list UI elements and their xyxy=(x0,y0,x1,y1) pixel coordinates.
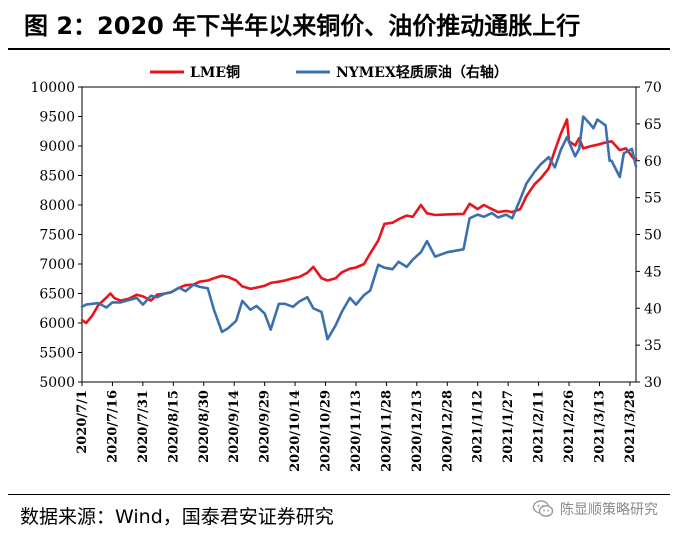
title-rule xyxy=(8,48,670,50)
x-tick-label: 2021/3/28 xyxy=(623,390,638,463)
y-right-tick-label: 65 xyxy=(644,117,662,133)
x-tick-label: 2020/11/13 xyxy=(349,390,364,472)
x-tick-label: 2020/8/30 xyxy=(197,390,212,463)
y-left-tick-label: 7500 xyxy=(39,228,75,244)
chart-area: 5000 5500 6000 6500 7000 7500 8000 8500 9000 9500… xyxy=(0,54,678,494)
watermark: 陈显顺策略研究 xyxy=(532,498,658,520)
y-right-tick-label: 70 xyxy=(644,80,662,96)
x-tick-label: 2021/2/26 xyxy=(562,390,577,463)
source-note: 数据来源：Wind，国泰君安证券研究 xyxy=(20,506,334,528)
x-tick-label: 2021/3/13 xyxy=(592,390,607,463)
y-left-tick-label: 5000 xyxy=(39,375,75,391)
y-right-tick-label: 35 xyxy=(644,338,662,354)
figure-title: 图 2：2020 年下半年以来铜价、油价推动通胀上行 xyxy=(24,12,581,40)
x-tick-label: 2020/7/1 xyxy=(75,390,90,454)
x-tick-label: 2021/1/27 xyxy=(501,390,516,463)
legend-lme-label: LME铜 xyxy=(190,64,240,81)
x-tick-label: 2021/2/11 xyxy=(532,390,547,463)
x-tick-label: 2020/9/14 xyxy=(227,390,242,463)
y-left-tick-label: 9000 xyxy=(39,139,75,155)
y-left-tick-label: 8500 xyxy=(39,169,75,185)
y-left-tick-label: 5500 xyxy=(39,346,75,362)
y-left-tick-label: 6000 xyxy=(39,316,75,332)
y-right-tick-label: 50 xyxy=(644,228,662,244)
y-left-tick-label: 9500 xyxy=(39,110,75,126)
plot-frame xyxy=(81,86,637,383)
y-left-tick-label: 7000 xyxy=(39,257,75,273)
watermark-label: 陈显顺策略研究 xyxy=(560,502,658,518)
y-right-tick-label: 30 xyxy=(644,375,662,391)
x-tick-label: 2020/8/15 xyxy=(166,390,181,463)
x-tick-label: 2020/10/29 xyxy=(319,390,334,472)
figure-header: 图 2：2020 年下半年以来铜价、油价推动通胀上行 xyxy=(0,0,678,52)
y-left-tick-label: 8000 xyxy=(39,198,75,214)
series-line-nymex xyxy=(80,115,638,341)
legend-nymex-label: NYMEX轻质原油（右轴） xyxy=(336,64,508,81)
y-left-tick-label: 10000 xyxy=(30,80,75,96)
x-tick-label: 2021/1/12 xyxy=(471,390,486,463)
x-tick-label: 2020/12/13 xyxy=(410,390,425,472)
y-right-tick-label: 45 xyxy=(644,264,662,280)
line-chart: 5000 5500 6000 6500 7000 7500 8000 8500 9000 9500… xyxy=(30,64,662,472)
footer-rule xyxy=(8,494,670,495)
chat-bubble-icon xyxy=(532,500,554,517)
x-tick-label: 2020/11/28 xyxy=(379,390,394,472)
y-right-tick-label: 60 xyxy=(644,154,662,170)
y-left-tick-label: 6500 xyxy=(39,287,75,303)
y-right-tick-label: 55 xyxy=(644,191,662,207)
x-tick-label: 2020/10/14 xyxy=(288,390,303,472)
x-tick-label: 2020/7/31 xyxy=(136,390,151,463)
x-tick-label: 2020/9/29 xyxy=(258,390,273,463)
x-tick-label: 2020/12/28 xyxy=(440,390,455,472)
x-tick-label: 2020/7/16 xyxy=(105,390,120,463)
y-right-tick-label: 40 xyxy=(644,301,662,317)
